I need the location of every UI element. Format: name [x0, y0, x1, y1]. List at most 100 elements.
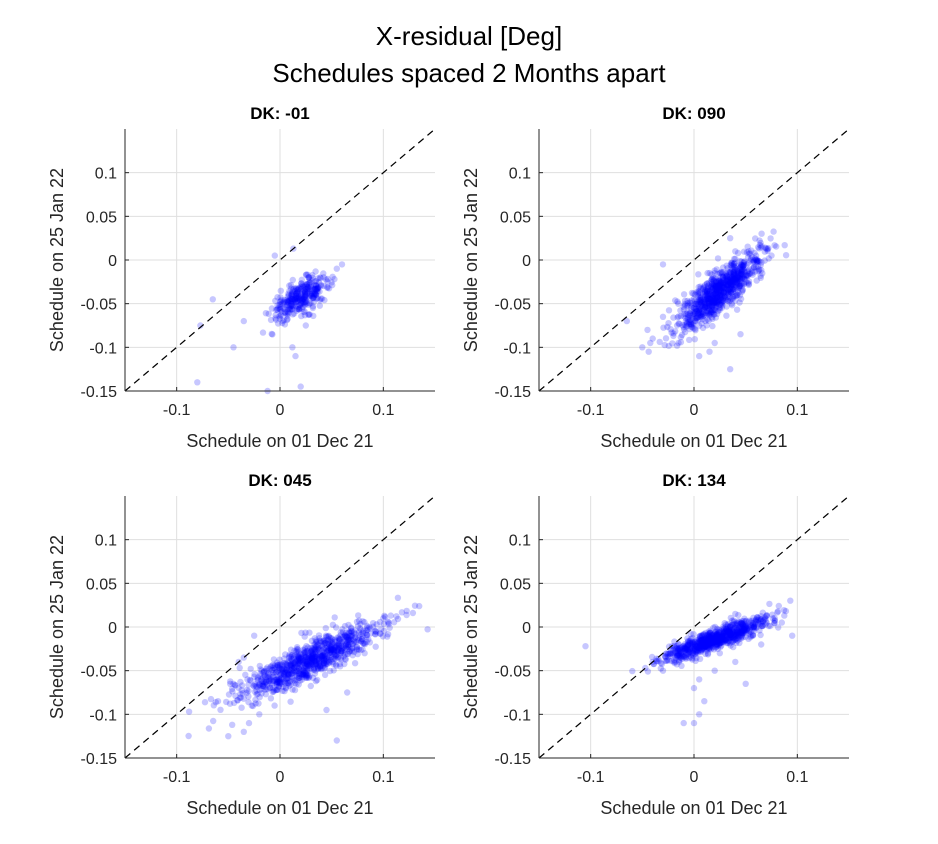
data-point — [286, 661, 294, 669]
data-point — [715, 281, 722, 288]
data-point — [725, 287, 732, 294]
data-point — [296, 301, 303, 309]
data-point — [713, 299, 721, 307]
data-point — [713, 631, 720, 638]
data-point — [328, 646, 335, 654]
data-point — [709, 637, 716, 644]
data-point — [704, 644, 711, 651]
data-point — [740, 617, 748, 625]
data-point — [295, 303, 302, 311]
data-point — [684, 641, 691, 648]
data-point — [725, 637, 732, 644]
data-point — [321, 649, 328, 656]
data-point — [728, 630, 735, 638]
data-point — [313, 286, 320, 293]
data-point — [705, 640, 712, 648]
data-point — [301, 662, 309, 669]
data-point — [295, 649, 302, 656]
data-point — [720, 295, 727, 302]
data-point — [689, 639, 696, 646]
data-point — [327, 649, 334, 656]
data-point — [302, 653, 309, 661]
data-point — [285, 666, 293, 673]
data-point — [287, 285, 295, 292]
data-point — [715, 636, 722, 643]
data-point — [701, 282, 708, 289]
data-point — [287, 666, 294, 674]
data-point — [741, 268, 748, 275]
data-point — [741, 626, 748, 634]
data-point — [690, 640, 697, 647]
data-point — [707, 302, 714, 309]
data-point — [695, 300, 702, 307]
data-point — [727, 642, 734, 649]
data-point — [707, 297, 714, 304]
data-point — [757, 613, 765, 620]
data-point — [328, 647, 335, 654]
data-point — [771, 242, 778, 249]
data-point — [700, 643, 708, 650]
data-point — [352, 634, 359, 641]
data-point — [362, 629, 369, 636]
data-point — [237, 694, 245, 701]
data-point — [690, 304, 698, 312]
data-point — [724, 275, 731, 282]
data-point — [740, 281, 748, 288]
data-point — [761, 616, 768, 623]
data-point — [697, 633, 704, 640]
data-point — [739, 634, 746, 641]
data-point — [736, 629, 744, 636]
data-point — [745, 267, 752, 274]
data-point — [307, 283, 315, 291]
data-point — [743, 278, 750, 285]
data-point — [736, 620, 744, 628]
data-point — [714, 284, 721, 291]
data-point — [697, 293, 705, 301]
data-point — [327, 651, 334, 659]
data-point — [710, 284, 717, 292]
data-point — [692, 315, 699, 322]
data-point — [713, 637, 720, 644]
data-point — [256, 693, 263, 701]
data-point — [282, 660, 290, 668]
data-point — [253, 683, 261, 690]
data-point — [308, 292, 315, 299]
data-point — [699, 640, 707, 647]
data-point — [695, 306, 703, 313]
data-point — [699, 638, 707, 646]
data-point — [733, 622, 740, 629]
data-point — [328, 640, 336, 648]
data-point — [709, 281, 716, 288]
data-point — [730, 268, 738, 275]
data-point — [298, 300, 305, 308]
data-point — [352, 634, 359, 641]
data-point — [696, 638, 703, 645]
data-point — [699, 638, 706, 645]
data-point — [721, 279, 728, 287]
data-point — [285, 654, 293, 661]
data-point — [295, 306, 303, 313]
data-point — [312, 657, 319, 664]
data-point — [394, 615, 402, 623]
data-point — [312, 661, 319, 668]
data-point — [720, 625, 728, 633]
data-point — [304, 290, 311, 297]
data-point — [315, 644, 322, 651]
data-point — [344, 650, 351, 657]
data-point — [684, 646, 692, 653]
data-point — [333, 651, 340, 659]
data-point — [317, 275, 324, 282]
data-point — [318, 652, 325, 659]
data-point — [755, 244, 762, 251]
data-point — [731, 260, 738, 267]
data-point — [741, 266, 748, 274]
data-point — [749, 632, 757, 639]
data-point — [282, 677, 289, 685]
data-point — [309, 290, 316, 297]
data-point — [311, 653, 318, 660]
data-point — [699, 639, 707, 647]
data-point — [702, 634, 709, 641]
data-point — [714, 255, 722, 262]
data-point — [719, 284, 726, 291]
